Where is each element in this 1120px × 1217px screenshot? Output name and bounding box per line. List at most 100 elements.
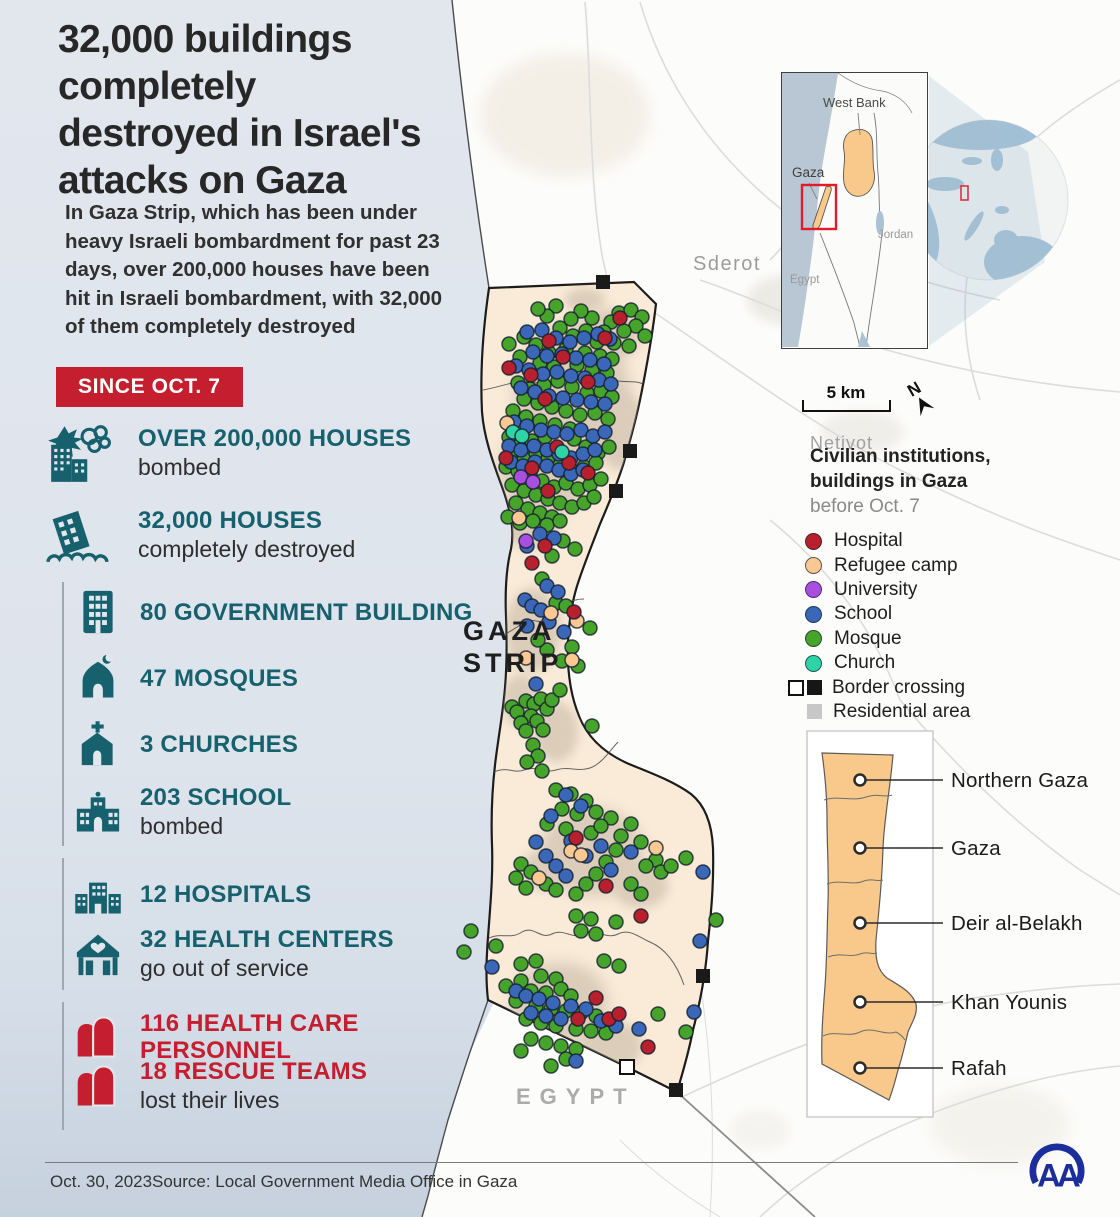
legend-item-school: School: [788, 602, 1038, 626]
dot-church: [554, 444, 570, 460]
church-icon: [72, 718, 124, 770]
stat-text: 80 GOVERNMENT BUILDING: [140, 599, 472, 626]
locator-cone: [929, 76, 1045, 346]
dot-mosque: [548, 298, 564, 314]
dot-school: [686, 1004, 702, 1020]
dot-mosque: [633, 886, 649, 902]
legend-label: Church: [834, 652, 896, 674]
globe-highlight-rect: [960, 185, 969, 201]
legend-label: Mosque: [834, 627, 902, 649]
inset-sea: [782, 73, 838, 347]
legend-title-line3: before Oct. 7: [810, 496, 920, 517]
dot-mosque: [525, 513, 541, 529]
dot-school: [563, 368, 579, 384]
dot-refugee_camp: [573, 847, 589, 863]
dot-mosque: [616, 323, 632, 339]
dot-school: [528, 834, 544, 850]
dot-school: [531, 991, 547, 1007]
legend-swatch-circle: [805, 557, 822, 575]
dot-mosque: [623, 816, 639, 832]
dot-mosque: [637, 328, 653, 344]
stat-value: OVER 200,000 HOUSES: [138, 425, 412, 452]
dot-mosque: [708, 912, 724, 928]
border-crossing-closed: [623, 444, 637, 458]
dot-mosque: [572, 407, 588, 423]
stat-value: 203 SCHOOL: [140, 784, 292, 811]
dot-mosque: [528, 953, 544, 969]
inset-egypt-label: Egypt: [790, 274, 820, 286]
hospital-icon: [72, 868, 124, 920]
dot-mosque: [518, 723, 534, 739]
dot-mosque: [518, 880, 534, 896]
dot-school: [568, 1053, 584, 1069]
dot-school: [534, 322, 550, 338]
dot-school: [568, 350, 584, 366]
legend-label: Border crossing: [832, 676, 966, 698]
stat-sub: go out of service: [140, 955, 309, 981]
dot-school: [603, 862, 619, 878]
dot-mosque: [552, 682, 568, 698]
legend-label: Hospital: [834, 530, 903, 552]
legend-swatch-circle: [805, 605, 822, 623]
dot-mosque: [638, 858, 654, 874]
region-label-rafah: Rafah: [951, 1057, 1007, 1080]
roads: [584, 1, 1120, 1217]
dot-mosque: [621, 338, 637, 354]
dot-mosque: [584, 310, 600, 326]
border-crossing-closed: [696, 969, 710, 983]
dot-mosque: [613, 828, 629, 844]
region-map-strip: [821, 752, 917, 1101]
stat-text: 18 RESCUE TEAMS lost their lives: [140, 1058, 367, 1114]
legend-item-mosque: Mosque: [788, 627, 1038, 651]
intro-line: heavy Israeli bombardment for past 23: [65, 229, 440, 253]
health-center-icon: [72, 928, 124, 980]
legend-swatch-circle: [805, 532, 822, 550]
stats-group-line-1: [62, 582, 64, 846]
dot-hospital: [611, 1006, 627, 1022]
aa-letters: AA: [1037, 1156, 1080, 1193]
dot-school: [569, 392, 585, 408]
stat-value: 18 RESCUE TEAMS: [140, 1058, 368, 1085]
egypt-label: EGYPT: [516, 1084, 636, 1109]
legend-item-border-crossing: Border crossing: [788, 675, 1038, 699]
dot-mosque: [678, 1024, 694, 1040]
title-line: destroyed in Israel's: [58, 112, 422, 155]
dot-school: [543, 808, 559, 824]
stat-sub: bombed: [138, 454, 222, 480]
globe: [907, 76, 1069, 346]
dot-university: [525, 474, 541, 490]
inset-dead-sea: [876, 211, 884, 235]
dot-hospital: [540, 483, 556, 499]
dot-mosque: [588, 804, 604, 820]
map-legend: Civilian institutions, buildings in Gaza…: [788, 444, 1038, 724]
legend-swatch-circle: [805, 654, 822, 672]
netivot-label: Netivot: [810, 433, 873, 453]
dot-mosque: [586, 489, 602, 505]
region-label-deir-al-belakh: Deir al-Belakh: [951, 912, 1083, 935]
dot-mosque: [567, 541, 583, 557]
region-label-khan-younis: Khan Younis: [951, 991, 1068, 1014]
dot-mosque: [513, 956, 529, 972]
stat-row-over-200-000-houses: OVER 200,000 HOUSES bombed: [46, 420, 486, 486]
dot-school: [695, 864, 711, 880]
dot-school: [558, 868, 574, 884]
region-map: [806, 730, 943, 1118]
region-marker: [853, 773, 867, 787]
dot-mosque: [530, 301, 546, 317]
dot-mosque: [552, 513, 568, 529]
dot-mosque: [553, 1038, 569, 1054]
dot-mosque: [603, 810, 619, 826]
dot-mosque: [611, 958, 627, 974]
dot-refugee_camp: [518, 650, 534, 666]
dot-mosque: [563, 311, 579, 327]
stat-sub: lost their lives: [140, 1087, 280, 1113]
dot-school: [538, 848, 554, 864]
dot-mosque: [456, 944, 472, 960]
inset-jordan-label: Jordan: [878, 229, 913, 241]
legend-item-church: Church: [788, 651, 1038, 675]
inset-gulf: [858, 331, 870, 347]
legend-item-residential-area: Residential area: [788, 700, 1038, 724]
dot-mosque: [650, 1006, 666, 1022]
stats-group-line-2: [62, 858, 64, 990]
gaza-strip-label-line2: STRIP: [463, 648, 563, 678]
